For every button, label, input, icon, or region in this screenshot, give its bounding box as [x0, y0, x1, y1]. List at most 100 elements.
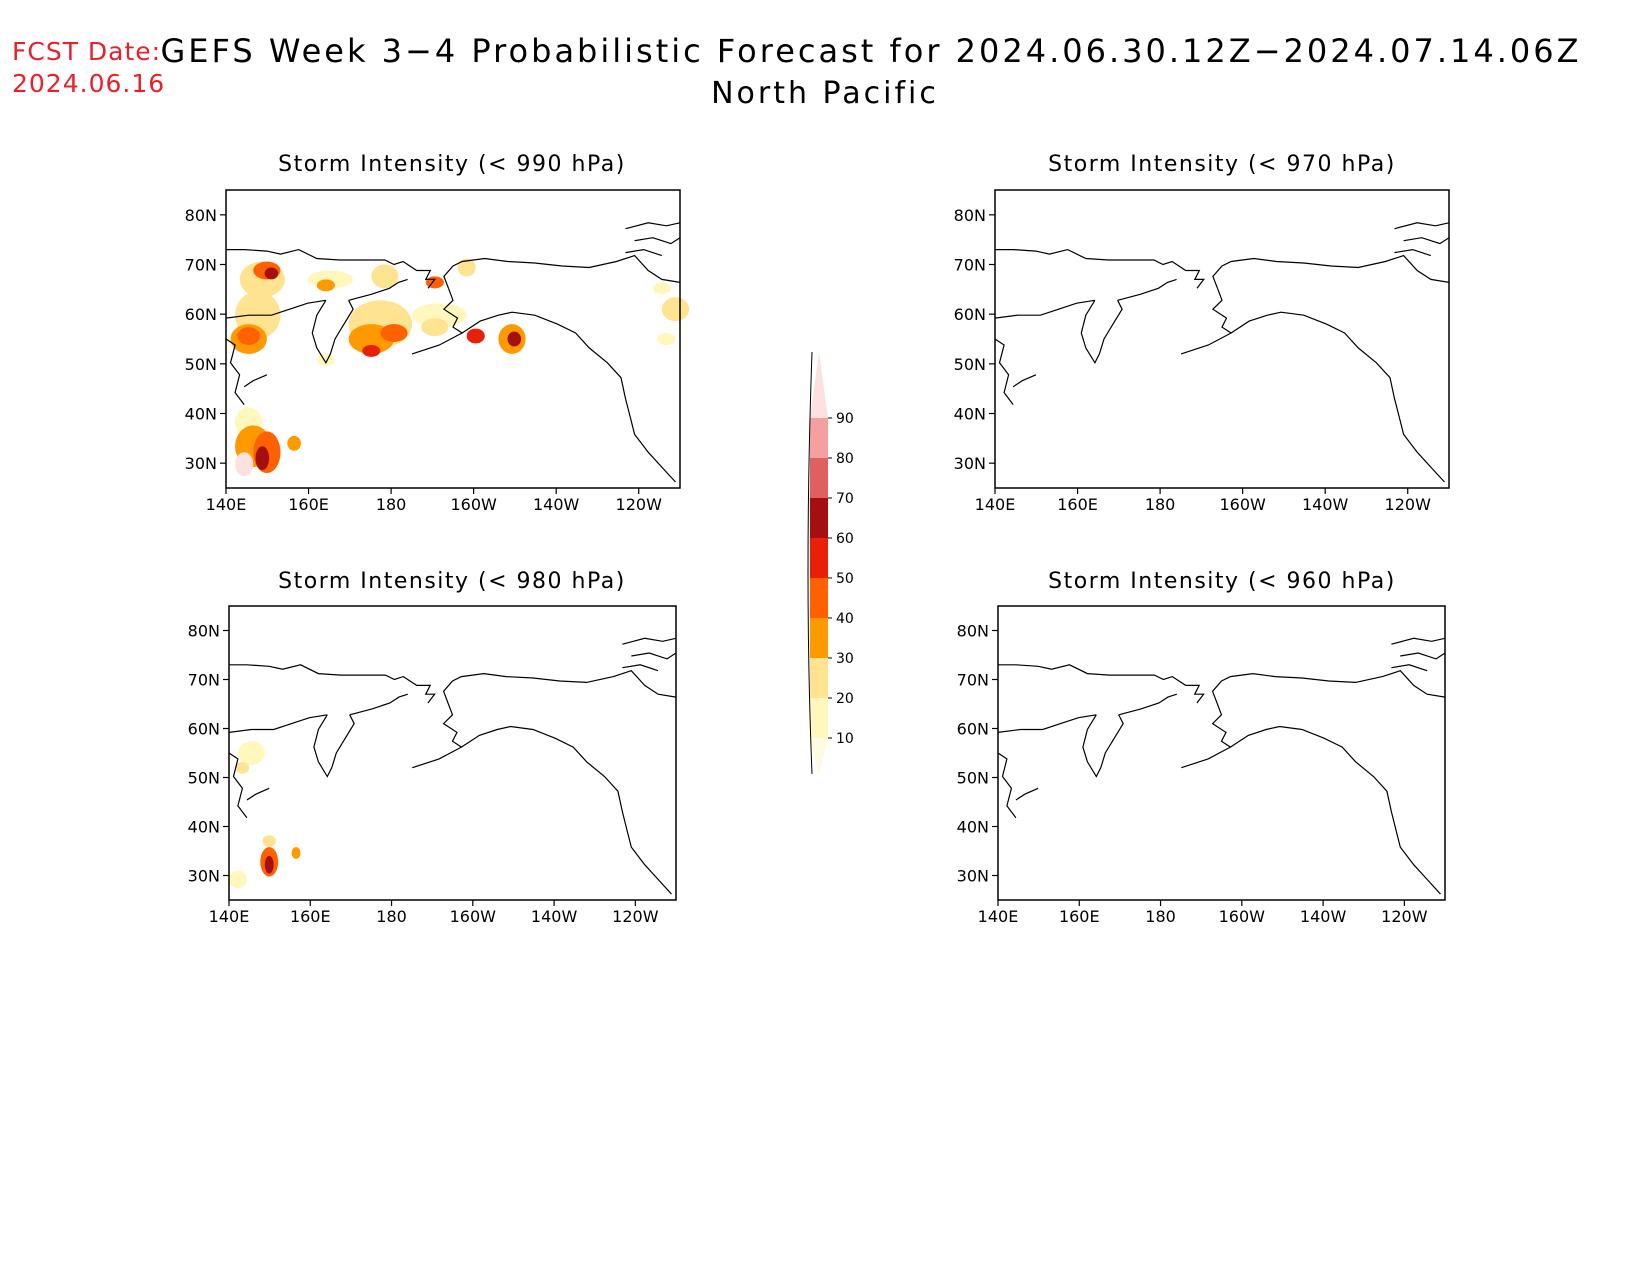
probability-colorbar: 10 20 30 40 50 60 70 80 90	[807, 351, 854, 775]
coastline	[994, 299, 1095, 319]
coastline	[1012, 374, 1037, 388]
lon-tick-label: 180	[376, 907, 407, 926]
colorbar-segment	[810, 658, 828, 698]
coastline	[228, 752, 248, 819]
colorbar-upper-extension	[810, 352, 828, 418]
lat-tick-label: 50N	[185, 355, 217, 374]
lat-tick-label: 30N	[185, 454, 217, 473]
probability-area	[264, 267, 279, 280]
coastline	[1212, 254, 1450, 289]
colorbar-segment	[810, 498, 828, 538]
coastline	[243, 374, 268, 388]
lat-tick-label: 30N	[954, 454, 986, 473]
lat-tick-label: 70N	[185, 256, 217, 275]
colorbar-segment	[810, 458, 828, 498]
coastline	[228, 714, 328, 733]
probability-area	[457, 258, 476, 277]
coastline	[226, 248, 437, 289]
lon-tick-label: 140W	[533, 495, 580, 514]
lon-tick-label: 160W	[450, 495, 497, 514]
coastline	[631, 652, 677, 660]
colorbar-label: 10	[836, 731, 854, 747]
coastline	[443, 254, 681, 289]
coastline	[1080, 299, 1123, 365]
coastline	[997, 714, 1097, 733]
lon-tick-label: 120W	[612, 907, 659, 926]
coastline	[998, 664, 1205, 704]
lat-tick-label: 50N	[954, 355, 986, 374]
coastline	[1181, 702, 1232, 769]
coastline	[225, 299, 326, 319]
coastline	[622, 664, 659, 672]
lat-tick-label: 70N	[954, 256, 986, 275]
probability-area	[237, 741, 265, 765]
lon-tick-label: 160W	[450, 907, 497, 926]
coastline	[442, 670, 677, 704]
lon-tick-label: 180	[1145, 907, 1176, 926]
coastline	[1403, 237, 1450, 245]
coastline	[1394, 248, 1431, 257]
probability-area	[316, 353, 335, 366]
map-frame	[997, 605, 1446, 901]
lon-tick-label: 160E	[1057, 495, 1098, 514]
map-panel-990: 80N 70N 60N 50N 40N 30N 140E 160E 180 160W 140W 120…	[185, 189, 690, 514]
lon-tick-label: 140E	[209, 907, 250, 926]
coastline	[225, 338, 245, 405]
probability-area	[466, 328, 485, 344]
coastline	[1394, 222, 1450, 230]
lat-tick-label: 50N	[188, 769, 220, 788]
forecast-date-label: FCST Date:	[12, 37, 162, 66]
coastline	[311, 299, 354, 365]
colorbar-label: 90	[836, 411, 854, 427]
colorbar-label: 30	[836, 651, 854, 667]
colorbar-label: 50	[836, 571, 854, 587]
colorbar-label: 40	[836, 611, 854, 627]
lon-tick-label: 120W	[616, 495, 663, 514]
probability-area	[264, 855, 274, 874]
probability-area	[287, 435, 301, 451]
probability-area	[661, 297, 690, 322]
lat-tick-label: 80N	[954, 206, 986, 225]
colorbar-segment	[810, 578, 828, 618]
probability-area	[425, 276, 444, 289]
coastline	[994, 338, 1014, 405]
coastline	[1082, 714, 1124, 778]
colorbar-segment	[810, 418, 828, 458]
lat-tick-label: 30N	[188, 867, 220, 886]
lat-tick-label: 60N	[188, 720, 220, 739]
probability-area	[652, 282, 671, 295]
lon-tick-label: 140E	[206, 495, 247, 514]
lon-tick-label: 140W	[531, 907, 578, 926]
colorbar-segment	[810, 538, 828, 578]
lon-tick-label: 160E	[290, 907, 331, 926]
lat-tick-label: 60N	[954, 305, 986, 324]
coastline	[1230, 725, 1441, 895]
coastline	[461, 725, 672, 895]
coastline	[1180, 288, 1233, 355]
lon-tick-label: 160W	[1219, 907, 1266, 926]
coastline	[634, 237, 681, 245]
coastline	[411, 288, 464, 355]
region-title: North Pacific	[711, 76, 939, 111]
lon-tick-label: 180	[376, 495, 407, 514]
main-title: GEFS Week 3−4 Probabilistic Forecast for…	[160, 32, 1582, 70]
lon-tick-label: 140E	[975, 495, 1016, 514]
coastline	[313, 714, 355, 778]
lat-tick-label: 70N	[188, 671, 220, 690]
lon-tick-label: 180	[1145, 495, 1176, 514]
colorbar-label: 60	[836, 531, 854, 547]
coastline	[1230, 311, 1445, 483]
lat-tick-label: 40N	[188, 818, 220, 837]
coastline	[625, 222, 681, 230]
map-panel-960: 80N 70N 60N 50N 40N 30N 140E 160E 180 160W 140W 120…	[957, 605, 1446, 926]
probability-area	[291, 847, 301, 859]
panel-title-980: Storm Intensity (< 980 hPa)	[278, 569, 626, 594]
colorbar-lower-extension	[810, 738, 828, 774]
coastline	[412, 702, 463, 769]
lon-tick-label: 140W	[1302, 495, 1349, 514]
lat-tick-label: 40N	[954, 405, 986, 424]
coastline	[995, 248, 1206, 289]
lon-tick-label: 120W	[1381, 907, 1428, 926]
map-panel-970: 80N 70N 60N 50N 40N 30N 140E 160E 180 160W 140W 120…	[954, 189, 1450, 514]
coastline	[348, 278, 408, 301]
